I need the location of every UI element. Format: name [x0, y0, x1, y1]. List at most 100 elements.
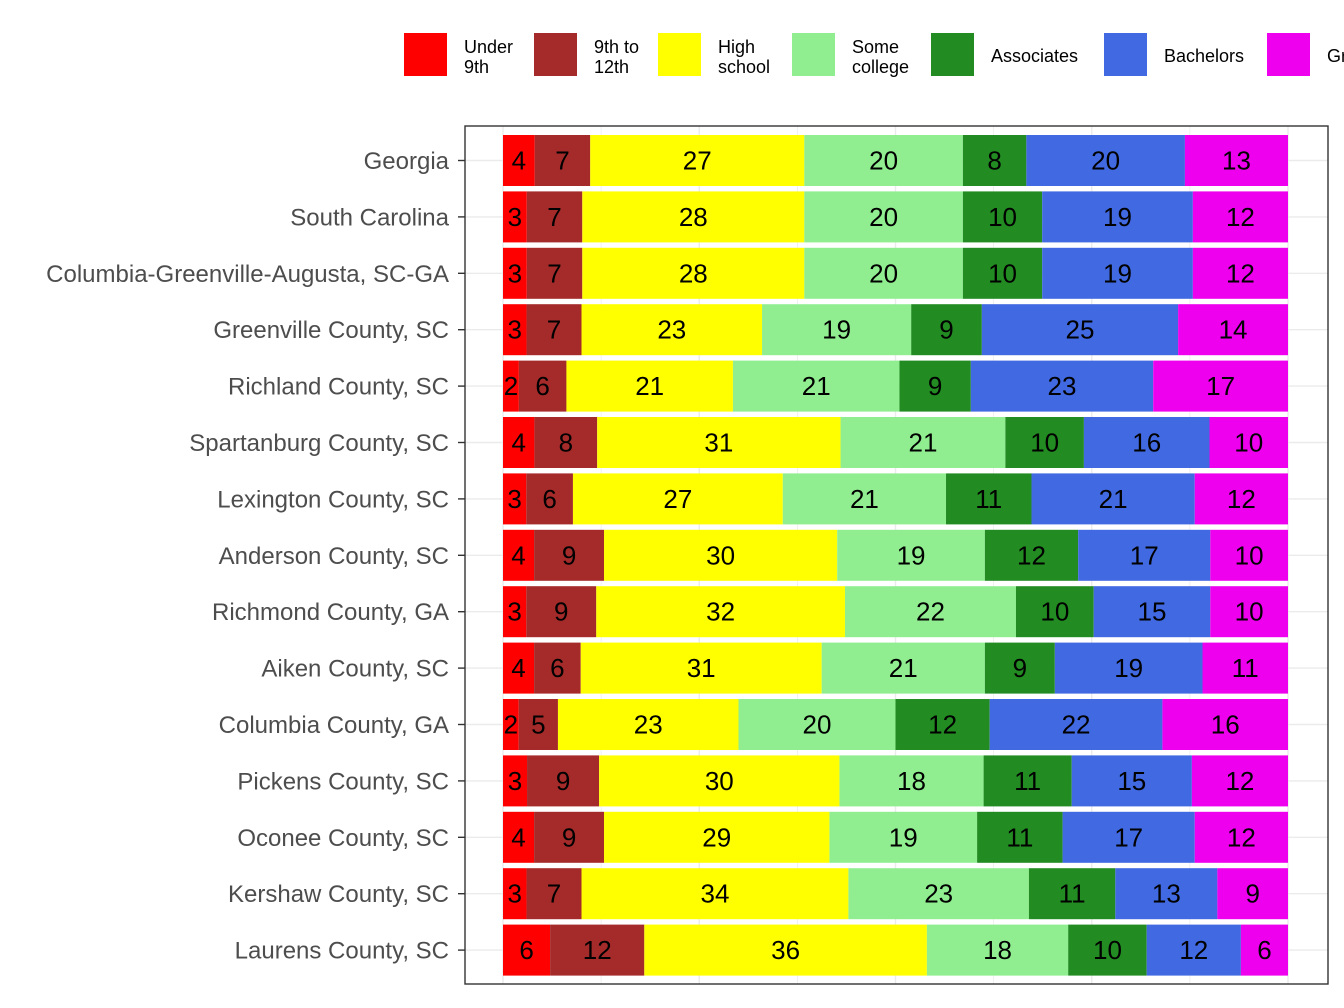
bar-value-label: 7: [547, 315, 561, 345]
bar-value-label: 16: [1211, 710, 1240, 740]
bar-value-label: 6: [542, 484, 556, 514]
bar-value-label: 31: [687, 653, 716, 683]
bar-segment-some-college: [839, 755, 984, 807]
bar-segment-9th-to-12th: [550, 924, 645, 976]
bar-value-label: 6: [519, 935, 533, 965]
bar-segment-graduate: [1192, 191, 1288, 243]
bar-value-label: 3: [507, 597, 521, 627]
bar-segment-some-college: [762, 304, 912, 356]
y-tick-label: Richmond County, GA: [212, 599, 449, 626]
bar-segment-bachelors: [1093, 586, 1211, 638]
bar-segment-under-9th: [503, 473, 527, 525]
bar-value-label: 19: [889, 822, 918, 852]
bar-value-label: 22: [1062, 710, 1091, 740]
legend-key: [404, 33, 447, 76]
bar-segment-under-9th: [503, 586, 527, 638]
bar-segment-associates: [895, 699, 990, 750]
bar-segment-9th-to-12th: [526, 191, 583, 243]
bar-value-label: 3: [508, 258, 522, 288]
bar-value-label: 2: [504, 371, 518, 401]
y-tick-label: Anderson County, SC: [219, 543, 449, 570]
bar-segment-high-school: [582, 191, 805, 243]
bar-value-label: 36: [771, 935, 800, 965]
bar-value-label: 11: [1006, 822, 1033, 852]
bar-value-label: 2: [504, 710, 518, 740]
bar-value-label: 15: [1117, 766, 1146, 796]
bar-value-label: 10: [1030, 428, 1059, 458]
bar-value-label: 7: [555, 146, 569, 176]
bar-value-label: 20: [869, 258, 898, 288]
bar-row-south-carolina: 3 7 28 20 10 19 12: [503, 191, 1288, 243]
bar-value-label: 23: [1048, 371, 1077, 401]
bar-value-label: 8: [987, 146, 1001, 176]
bar-value-label: 10: [1040, 597, 1069, 627]
legend-label: Associates: [991, 46, 1078, 66]
bar-segment-high-school: [581, 304, 763, 356]
bar-value-label: 3: [508, 202, 522, 232]
bar-value-label: 23: [634, 710, 663, 740]
bar-segment-some-college: [804, 247, 963, 299]
legend-key: [931, 33, 974, 76]
legend-label: High: [718, 37, 755, 57]
bar-row-georgia: 4 7 27 20 8 20 13: [503, 135, 1288, 186]
bar-segment-high-school: [572, 473, 783, 525]
bar-row-pickens-county-sc: 3 9 30 18 11 15 12: [503, 755, 1288, 807]
bar-row-columbia-county-ga: 2 5 23 20 12 22 16: [503, 699, 1288, 750]
bar-segment-bachelors: [1062, 811, 1195, 863]
y-tick-label: Columbia County, GA: [219, 712, 449, 739]
bar-value-label: 12: [928, 710, 957, 740]
bar-value-label: 19: [1103, 202, 1132, 232]
bar-segment-associates: [983, 755, 1072, 807]
bar-value-label: 28: [679, 258, 708, 288]
y-tick-label: Laurens County, SC: [235, 938, 449, 965]
bar-segment-graduate: [1202, 642, 1288, 694]
bar-segment-under-9th: [503, 247, 527, 299]
bar-row-richland-county-sc: 2 6 21 21 9 23 17: [503, 360, 1288, 412]
legend-label: Bachelors: [1164, 46, 1244, 66]
bar-row-kershaw-county-sc: 3 7 34 23 11 13 9: [503, 868, 1288, 920]
legend-label: Some: [852, 37, 899, 57]
bar-value-label: 4: [511, 540, 525, 570]
bar-row-oconee-county-sc: 4 9 29 19 11 17 12: [503, 811, 1288, 863]
y-tick-label: Georgia: [364, 148, 450, 175]
bar-segment-graduate: [1240, 924, 1288, 976]
bar-segment-associates: [962, 135, 1027, 186]
bar-value-label: 15: [1138, 597, 1167, 627]
bar-value-label: 12: [1225, 766, 1254, 796]
bar-value-label: 6: [535, 371, 549, 401]
bar-segment-9th-to-12th: [534, 135, 591, 186]
bar-value-label: 11: [1059, 879, 1086, 909]
bar-value-label: 17: [1114, 822, 1143, 852]
bar-value-label: 12: [1179, 935, 1208, 965]
bar-value-label: 21: [850, 484, 879, 514]
bar-value-label: 9: [556, 766, 570, 796]
bar-value-label: 14: [1219, 315, 1248, 345]
bar-segment-some-college: [782, 473, 947, 525]
bar-segment-some-college: [804, 135, 963, 186]
bar-value-label: 3: [508, 315, 522, 345]
bar-value-label: 4: [511, 822, 525, 852]
bar-segment-high-school: [566, 360, 733, 412]
bar-segment-under-9th: [503, 360, 519, 412]
bar-segment-some-college: [738, 699, 896, 750]
bar-value-label: 10: [1235, 597, 1264, 627]
bar-value-label: 3: [508, 766, 522, 796]
bar-value-label: 9: [562, 822, 576, 852]
bar-segment-under-9th: [503, 755, 528, 807]
bar-segment-graduate: [1210, 586, 1288, 638]
bar-segment-graduate: [1162, 699, 1288, 750]
bar-segment-some-college: [732, 360, 900, 412]
bar-segment-high-school: [597, 417, 841, 468]
bar-segment-bachelors: [1042, 247, 1193, 299]
bar-row-richmond-county-ga: 3 9 32 22 10 15 10: [503, 586, 1288, 638]
bar-segment-9th-to-12th: [526, 868, 582, 920]
bar-segment-some-college: [804, 191, 963, 243]
legend-label: Under: [464, 37, 513, 57]
bar-segment-bachelors: [1078, 529, 1211, 581]
bar-segment-graduate: [1184, 135, 1288, 186]
bar-segment-graduate: [1192, 247, 1288, 299]
bar-value-label: 22: [916, 597, 945, 627]
bar-segment-9th-to-12th: [526, 473, 573, 525]
